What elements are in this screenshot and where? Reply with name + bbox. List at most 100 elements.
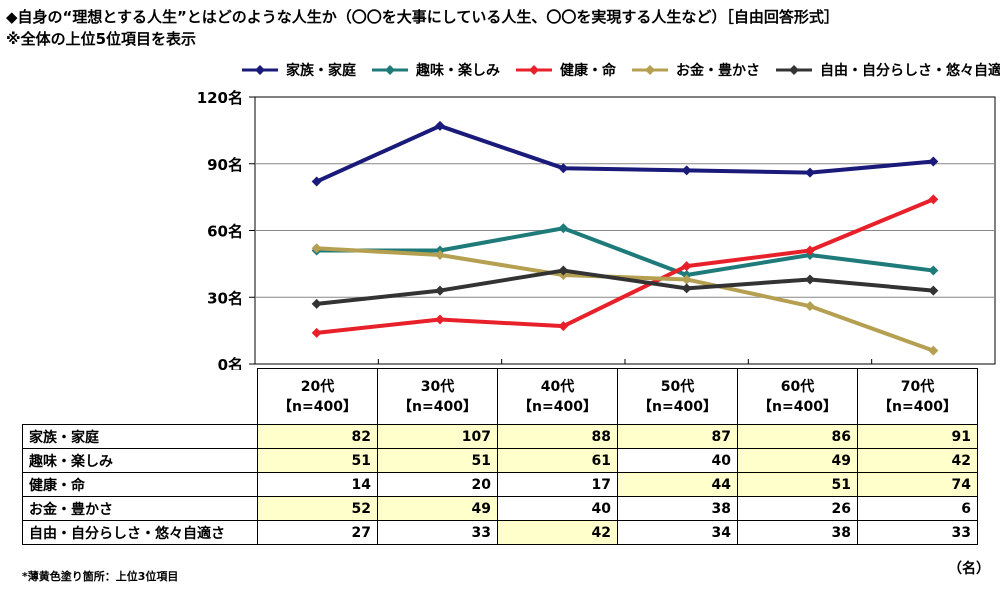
table-cell: 42 [497, 520, 618, 545]
table-cell: 49 [737, 448, 858, 473]
legend-marker [776, 65, 812, 75]
table-cell: 74 [857, 472, 978, 497]
table-cell: 33 [857, 520, 978, 545]
table-cell: 33 [377, 520, 498, 545]
column-header: 40代【n=400】 [497, 368, 618, 425]
legend-marker [242, 65, 278, 75]
row-label: 家族・家庭 [22, 424, 258, 449]
y-tick-label: 120名 [197, 89, 243, 107]
column-header: 60代 【n=400】 [737, 368, 858, 425]
table-cell: 17 [497, 472, 618, 497]
table-row: お金・豊かさ 52 49 40 38 26 6 [22, 496, 978, 521]
legend: 家族・家庭 趣味・楽しみ 健康・命 お金・豊かさ 自由・自分らしさ・悠々自適さ [240, 60, 1000, 80]
table-cell: 40 [497, 496, 618, 521]
table-cell: 38 [737, 520, 858, 545]
table-corner [22, 368, 258, 425]
series-line-4 [316, 268, 934, 306]
age-group-label: 70代 [900, 378, 935, 395]
table-cell: 42 [857, 448, 978, 473]
table-cell: 26 [737, 496, 858, 521]
data-point [928, 265, 939, 276]
column-header: 20代【n=400】 [257, 368, 378, 425]
row-label: お金・豊かさ [22, 496, 258, 521]
data-point [681, 283, 692, 294]
table-row: 自由・自分らしさ・悠々自適さ 27 33 42 34 38 33 [22, 520, 978, 545]
table-cell: 91 [857, 424, 978, 449]
row-label: 自由・自分らしさ・悠々自適さ [22, 520, 258, 545]
footnote: *薄黄色塗り箇所：上位3位項目 [22, 570, 179, 583]
series-line-0 [315, 123, 934, 184]
data-point [928, 194, 939, 205]
legend-label: お金・豊かさ [676, 63, 760, 79]
row-label: 健康・命 [22, 472, 258, 497]
table-cell: 38 [617, 496, 738, 521]
age-group-label: 50代 [660, 378, 695, 395]
legend-item: 健康・命 [514, 60, 616, 80]
data-point [435, 120, 445, 131]
data-point [558, 321, 569, 332]
table-cell: 86 [737, 424, 858, 449]
age-group-label: 60代 [780, 378, 815, 395]
data-point [681, 261, 692, 272]
table-cell: 20 [377, 472, 498, 497]
legend-item: お金・豊かさ [630, 60, 760, 80]
legend-item: 家族・家庭 [240, 60, 356, 80]
data-point [558, 163, 569, 174]
table-row: 健康・命 14 20 17 44 51 74 [22, 472, 978, 497]
data-point [805, 167, 815, 178]
column-header: 30代【n=400】 [377, 368, 498, 425]
table-cell: 51 [737, 472, 858, 497]
data-point [435, 314, 445, 325]
chart-title: ◆自身の“理想とする人生”とはどのような人生か（〇〇を大事にしている人生、〇〇を… [6, 8, 839, 26]
data-point [435, 249, 445, 260]
table-cell: 14 [257, 472, 378, 497]
sample-size-label: 【n=400】 [278, 398, 357, 415]
series-line-3 [316, 246, 935, 353]
legend-item: 自由・自分らしさ・悠々自適さ [774, 60, 1000, 80]
data-point [805, 274, 815, 285]
data-point [805, 301, 815, 312]
unit-label: （名） [948, 561, 990, 577]
y-tick-label: 0名 [218, 356, 243, 370]
age-group-label: 40代 [540, 378, 575, 395]
table-row: 趣味・楽しみ 51 51 61 40 49 42 [22, 448, 978, 473]
table-cell: 107 [377, 424, 498, 449]
series-line-2 [316, 197, 935, 335]
age-group-label: 20代 [300, 378, 335, 395]
data-point [681, 274, 692, 285]
data-point [928, 285, 939, 296]
legend-marker [632, 65, 668, 75]
legend-label: 自由・自分らしさ・悠々自適さ [820, 63, 1000, 79]
table-cell: 44 [617, 472, 738, 497]
table-cell: 87 [617, 424, 738, 449]
column-header: 70代 【n=400】 [857, 368, 978, 425]
age-group-label: 30代 [420, 378, 455, 395]
sample-size-label: 【n=400】 [398, 398, 477, 415]
chart-subtitle: ※全体の上位5位項目を表示 [6, 30, 197, 48]
data-point [311, 243, 322, 254]
data-table: 20代 【n=400】 30代 【n=400】 40代 【n=400】 50代 【n=400】… [22, 368, 978, 545]
table-cell: 61 [497, 448, 618, 473]
line-chart: 0名 30名 60名 90名 120名 [197, 89, 996, 370]
data-point [311, 298, 322, 309]
table-cell: 27 [257, 520, 378, 545]
table-cell: 40 [617, 448, 738, 473]
data-point [928, 156, 939, 167]
table-cell: 51 [257, 448, 378, 473]
data-point [435, 285, 445, 296]
legend-label: 趣味・楽しみ [416, 63, 500, 79]
sample-size-label: 【n=400】 [638, 398, 717, 415]
table-cell: 34 [617, 520, 738, 545]
legend-label: 健康・命 [560, 63, 616, 79]
legend-item: 趣味・楽しみ [370, 60, 500, 80]
data-point [558, 223, 569, 234]
sample-size-label: 【n=400】 [518, 398, 597, 415]
legend-marker [372, 65, 408, 75]
y-tick-label: 30名 [207, 289, 243, 307]
table-cell: 51 [377, 448, 498, 473]
data-point [805, 245, 815, 256]
series-line-1 [316, 226, 934, 277]
table-cell: 6 [857, 496, 978, 521]
data-point [558, 265, 569, 276]
data-point [311, 327, 322, 338]
